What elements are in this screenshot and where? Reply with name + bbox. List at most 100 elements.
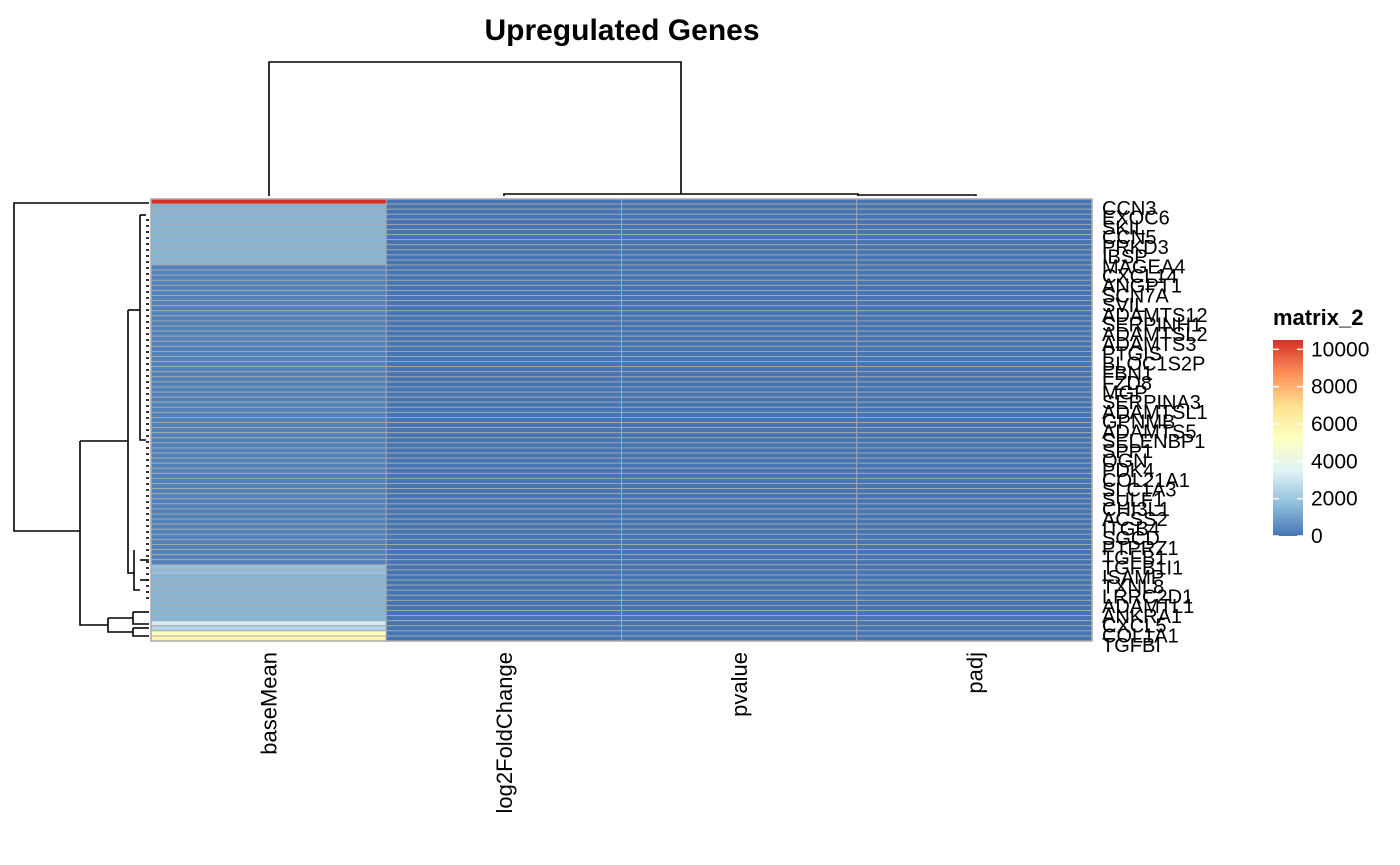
heatmap-cell xyxy=(856,564,1093,571)
heatmap-cell xyxy=(150,594,387,601)
heatmap-cell xyxy=(621,477,858,484)
heatmap-cell xyxy=(150,284,387,291)
heatmap-cell xyxy=(150,310,387,317)
heatmap-cell xyxy=(856,467,1093,474)
heatmap-cell xyxy=(856,264,1093,271)
heatmap-cell xyxy=(150,437,387,444)
heatmap-cell xyxy=(150,244,387,251)
heatmap-cell xyxy=(621,249,858,256)
heatmap-cell xyxy=(150,198,387,205)
heatmap-cell xyxy=(621,274,858,281)
heatmap-cell xyxy=(856,366,1093,373)
heatmap-cell xyxy=(385,508,622,515)
heatmap-cell xyxy=(385,264,622,271)
heatmap-cell xyxy=(150,203,387,210)
heatmap-cell xyxy=(150,229,387,236)
heatmap-cell xyxy=(385,208,622,215)
heatmap-cell xyxy=(150,356,387,363)
heatmap-cell xyxy=(385,350,622,357)
heatmap-cell xyxy=(856,462,1093,469)
heatmap-cell xyxy=(621,483,858,490)
heatmap-cell xyxy=(856,371,1093,378)
row-label: TXNL8 xyxy=(1102,577,1164,599)
heatmap-cell xyxy=(150,295,387,302)
legend-tick-label: 4000 xyxy=(1311,450,1358,473)
heatmap-cells xyxy=(150,198,1093,642)
heatmap-cell xyxy=(621,523,858,530)
row-label: ACSS2 xyxy=(1102,509,1168,531)
heatmap-cell xyxy=(385,259,622,266)
heatmap-cell xyxy=(856,599,1093,606)
heatmap-cell xyxy=(621,528,858,535)
heatmap-cell xyxy=(385,574,622,581)
heatmap-cell xyxy=(856,300,1093,307)
heatmap-cell xyxy=(150,589,387,596)
heatmap-cell xyxy=(385,630,622,637)
heatmap-cell xyxy=(856,315,1093,322)
heatmap-cell xyxy=(621,295,858,302)
heatmap-cell xyxy=(385,300,622,307)
row-label: ADAMTL1 xyxy=(1102,596,1194,618)
dendrogram-branch xyxy=(132,628,149,637)
heatmap-cell xyxy=(385,335,622,342)
heatmap-cell xyxy=(385,483,622,490)
heatmap-cell xyxy=(150,249,387,256)
heatmap-cell xyxy=(385,467,622,474)
dendrogram-branch xyxy=(79,441,108,626)
row-label: SULF1 xyxy=(1102,489,1164,511)
heatmap-cell xyxy=(150,432,387,439)
heatmap-cell xyxy=(150,213,387,220)
heatmap-cell xyxy=(385,284,622,291)
row-label: SVIL xyxy=(1102,295,1145,317)
heatmap-cell xyxy=(385,320,622,327)
heatmap-cell xyxy=(621,554,858,561)
heatmap-cell xyxy=(150,462,387,469)
heatmap-cell xyxy=(385,538,622,545)
row-label: SERPINH1 xyxy=(1102,315,1202,337)
heatmap-cell xyxy=(621,335,858,342)
heatmap-cell xyxy=(385,305,622,312)
heatmap-cell xyxy=(150,498,387,505)
heatmap-cell xyxy=(621,579,858,586)
heatmap-cell xyxy=(856,234,1093,241)
heatmap-cell xyxy=(856,513,1093,520)
heatmap-cell xyxy=(621,498,858,505)
heatmap-cell xyxy=(385,477,622,484)
row-label: SELENBP1 xyxy=(1102,431,1205,453)
heatmap-cell xyxy=(621,320,858,327)
row-label: SKIL xyxy=(1102,217,1145,239)
dendrogram-branch xyxy=(503,193,859,196)
heatmap-cell xyxy=(621,417,858,423)
heatmap-cell xyxy=(385,437,622,444)
chart-title: Upregulated Genes xyxy=(484,14,759,47)
heatmap-cell xyxy=(385,564,622,571)
heatmap-cell xyxy=(856,289,1093,296)
heatmap-cell xyxy=(621,198,858,205)
heatmap-cell xyxy=(621,203,858,210)
heatmap-cell xyxy=(621,376,858,383)
column-label: log2FoldChange xyxy=(492,652,517,813)
heatmap-cell xyxy=(150,599,387,606)
row-label: ISAMP xyxy=(1102,567,1164,589)
row-label: ADAMTS3 xyxy=(1102,334,1196,356)
heatmap-cell xyxy=(856,518,1093,525)
heatmap-cell xyxy=(856,218,1093,225)
heatmap-cell xyxy=(385,391,622,398)
heatmap-cell xyxy=(150,411,387,418)
heatmap-cell xyxy=(150,503,387,510)
heatmap-cell xyxy=(385,457,622,464)
heatmap-cell xyxy=(856,503,1093,510)
heatmap-cell xyxy=(150,513,387,520)
heatmap-cell xyxy=(621,239,858,246)
heatmap-cell xyxy=(621,284,858,291)
heatmap-cell xyxy=(150,366,387,373)
heatmap-cell xyxy=(385,295,622,302)
heatmap-cell xyxy=(385,203,622,210)
row-label: ADAMTS12 xyxy=(1102,305,1208,327)
row-label: PTGIS xyxy=(1102,344,1162,366)
heatmap-cell xyxy=(856,452,1093,459)
heatmap-cell xyxy=(621,244,858,251)
heatmap-cell xyxy=(150,254,387,261)
row-label: MAGEA4 xyxy=(1102,256,1185,278)
heatmap-cell xyxy=(385,223,622,230)
